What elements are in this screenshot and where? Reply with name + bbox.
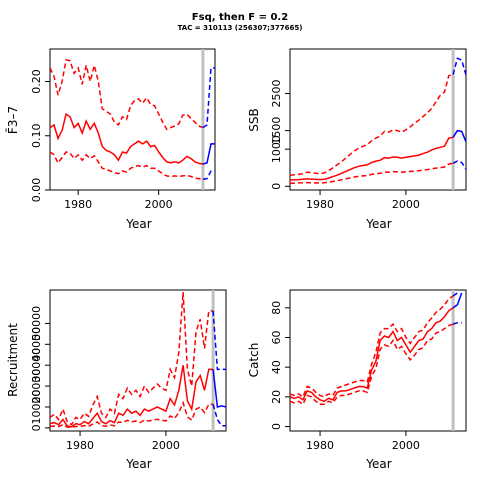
y-axis-label: Catch <box>247 343 261 378</box>
median-line <box>50 112 204 165</box>
y-tick-label: 40000 <box>30 327 43 362</box>
x-tick-label: 1980 <box>306 439 334 452</box>
y-axis-label: F̄3–7 <box>6 106 20 134</box>
x-tick-label: 1980 <box>66 439 94 452</box>
x-tick-label: 2000 <box>392 198 420 211</box>
projection-lower-line <box>452 160 466 170</box>
y-tick-label: 2500 <box>270 80 283 108</box>
y-tick-label: 10000 <box>30 389 43 424</box>
median-line <box>50 365 214 428</box>
y-axis-label: Recruitment <box>6 323 20 397</box>
x-axis-label: Year <box>365 217 391 231</box>
y-tick-label: 30000 <box>30 348 43 383</box>
y-tick-label: 0 <box>30 424 43 431</box>
x-tick-label: 1980 <box>64 198 92 211</box>
upper-bound-line <box>290 73 454 176</box>
lower-bound-line <box>290 323 454 406</box>
y-tick-label: 60 <box>270 330 283 344</box>
x-axis-label: Year <box>125 457 151 471</box>
projection-upper-line <box>452 57 466 76</box>
y-axis-label: SSB <box>247 108 261 131</box>
y-tick-label: 20 <box>270 390 283 404</box>
y-tick-label: 1500 <box>270 117 283 145</box>
x-tick-label: 2000 <box>145 198 173 211</box>
x-tick-label: 2000 <box>392 439 420 452</box>
projection-lower-line <box>452 321 462 325</box>
y-tick-label: 0 <box>270 183 283 190</box>
y-tick-label: 0 <box>270 423 283 430</box>
y-tick-label: 80 <box>270 301 283 315</box>
figure-title: Fsq, then F = 0.2 <box>192 12 288 23</box>
x-tick-label: 2000 <box>152 439 180 452</box>
y-tick-label: 0.20 <box>30 69 43 94</box>
median-line <box>290 307 454 403</box>
series-group: 1980 2000 0.00 0.10 0.20 <box>30 49 215 211</box>
projection-median-line <box>452 129 466 143</box>
plot-frame <box>289 289 467 432</box>
y-tick-label: 1000 <box>270 135 283 163</box>
plot-frame <box>289 48 467 191</box>
y-tick-label: 50000 <box>30 306 43 341</box>
figure-subtitle: TAC = 310113 (256307;377665) <box>178 24 303 32</box>
y-tick-label: 0.00 <box>30 178 43 203</box>
median-line <box>290 136 454 181</box>
projection-median-line <box>212 369 226 408</box>
upper-bound-line <box>290 295 454 399</box>
projection-upper-line <box>452 290 460 297</box>
plot-frame <box>49 289 227 432</box>
lower-bound-line <box>50 400 214 429</box>
projection-lower-line <box>202 170 215 180</box>
panel-fbar: Year F̄3–7 1980 2000 0.00 0.10 0.20 <box>6 48 216 231</box>
y-tick-label: 40 <box>270 360 283 374</box>
projection-median-line <box>202 143 215 165</box>
projection-upper-line <box>202 67 215 129</box>
y-tick-label: 20000 <box>30 369 43 404</box>
lower-bound-line <box>50 151 204 180</box>
y-tick-label: 0.10 <box>30 124 43 149</box>
series-group: 1980 2000 0 20 40 60 80 <box>270 290 463 452</box>
projection-median-line <box>452 292 463 309</box>
x-tick-label: 1980 <box>306 198 334 211</box>
projection-upper-line <box>212 310 226 371</box>
panel-recruitment: Year Recruitment 1980 2000010000200003000… <box>6 289 227 471</box>
lower-bound-line <box>290 162 454 185</box>
upper-bound-line <box>50 58 204 131</box>
plot-frame <box>49 48 216 191</box>
projection-lower-line <box>212 404 226 427</box>
x-axis-label: Year <box>125 217 151 231</box>
panel-catch: Year Catch 1980 2000 0 20 40 60 80 <box>247 289 467 471</box>
x-axis-label: Year <box>365 457 391 471</box>
upper-bound-line <box>50 292 214 426</box>
